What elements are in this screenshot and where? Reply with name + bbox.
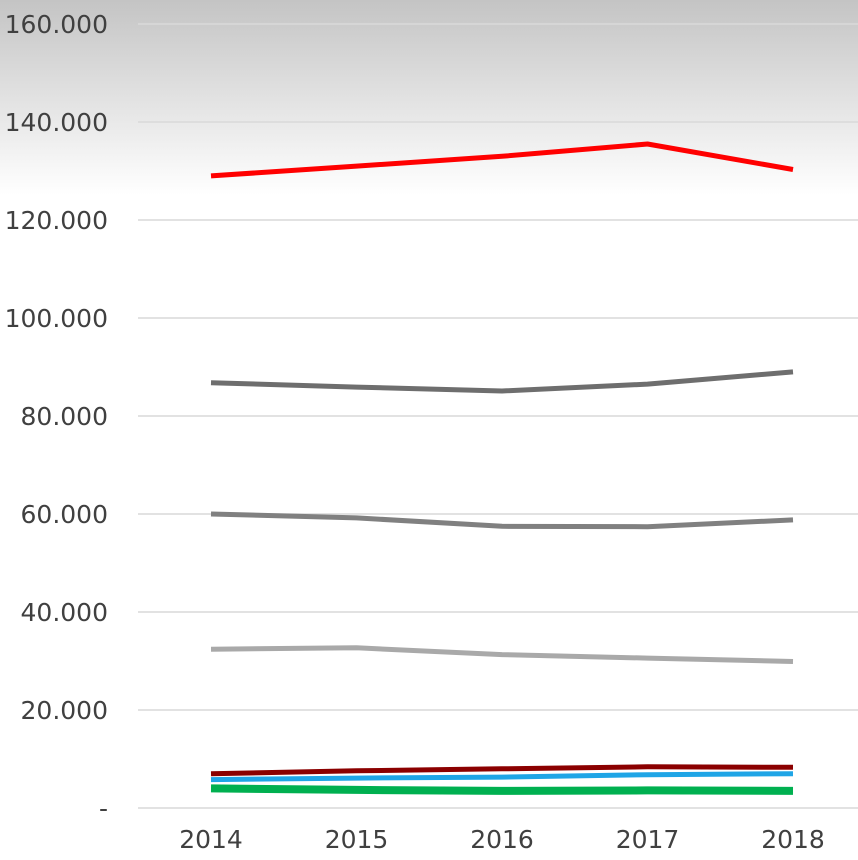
y-tick-label: 160.000 — [5, 10, 108, 39]
y-tick-label: 40.000 — [21, 598, 108, 627]
y-tick-label: 20.000 — [21, 696, 108, 725]
y-tick-label: - — [99, 794, 108, 823]
series-line-6 — [210, 771, 794, 783]
y-axis-ticks: - 20.000 40.000 60.000 80.000 100.000 120.000 1… — [5, 10, 108, 823]
y-tick-label: 100.000 — [5, 304, 108, 333]
series-line-3 — [210, 511, 794, 530]
series-line-2 — [210, 369, 794, 394]
x-tick-label: 2017 — [616, 825, 680, 854]
series-line-4 — [210, 645, 794, 664]
y-tick-label: 140.000 — [5, 108, 108, 137]
series-line-5 — [210, 764, 794, 777]
x-axis-ticks: 2014 2015 2016 2017 2018 — [179, 825, 825, 854]
series-line-1 — [210, 141, 794, 179]
x-tick-label: 2014 — [179, 825, 243, 854]
x-tick-label: 2015 — [325, 825, 389, 854]
series-lines — [210, 141, 794, 795]
header-shade — [0, 0, 858, 195]
series-line-7 — [210, 784, 794, 795]
y-tick-label: 120.000 — [5, 206, 108, 235]
x-tick-label: 2016 — [470, 825, 534, 854]
x-tick-label: 2018 — [761, 825, 825, 854]
y-tick-label: 60.000 — [21, 500, 108, 529]
y-tick-label: 80.000 — [21, 402, 108, 431]
